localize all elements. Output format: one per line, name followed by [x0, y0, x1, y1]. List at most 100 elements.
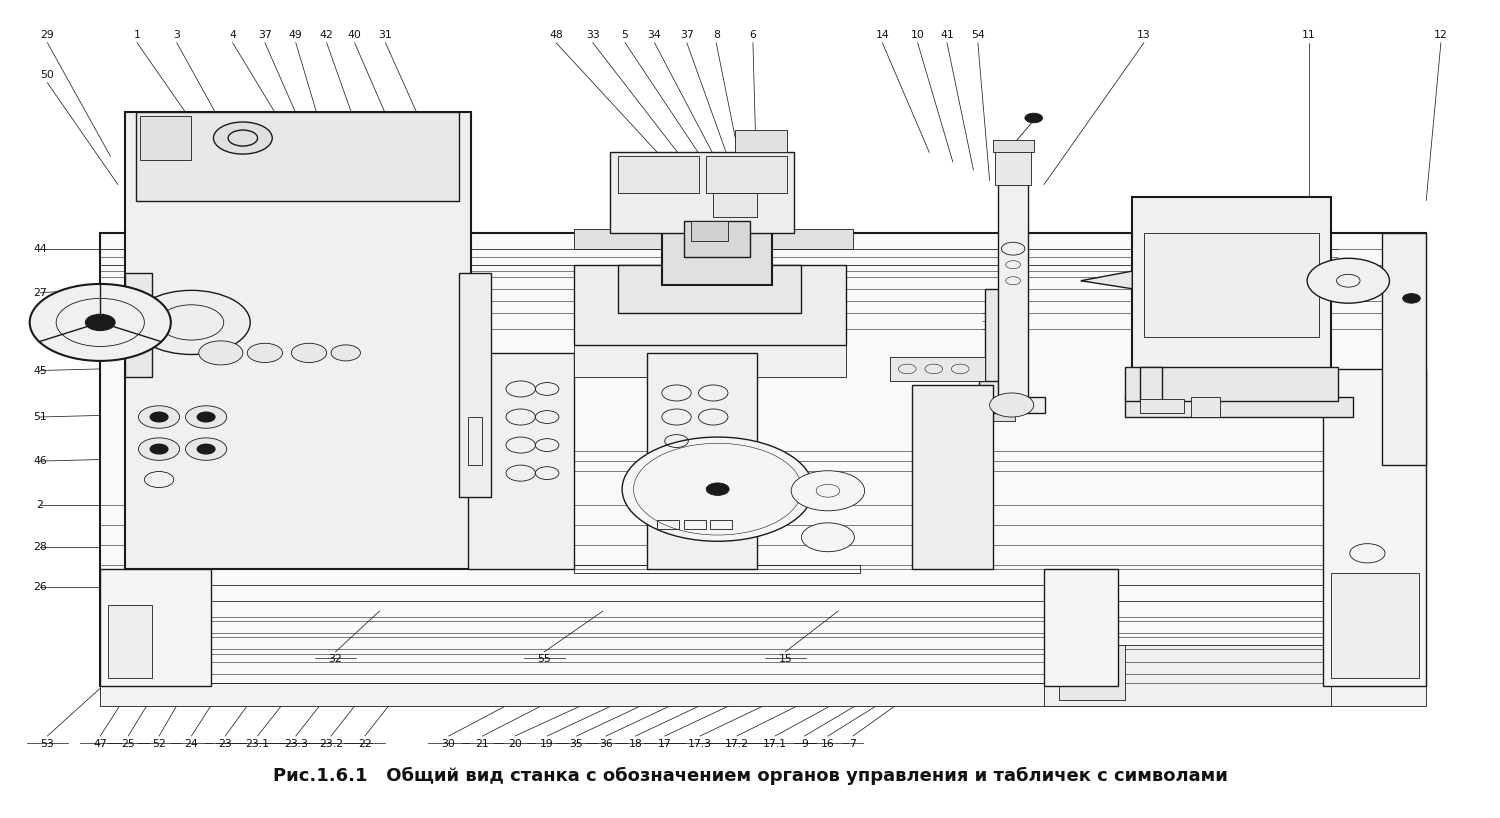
Text: 9: 9 [801, 739, 808, 749]
Circle shape [198, 412, 214, 422]
Text: 46: 46 [33, 456, 46, 466]
Text: 34: 34 [648, 30, 662, 40]
Bar [1140, 367, 1161, 401]
Text: 28: 28 [33, 542, 46, 552]
Text: 17.2: 17.2 [724, 739, 748, 749]
Circle shape [213, 122, 273, 154]
Bar [986, 289, 1004, 385]
Bar [662, 232, 772, 285]
Text: 3: 3 [174, 30, 180, 40]
Bar [124, 272, 152, 377]
Bar [1330, 573, 1419, 677]
Text: 21: 21 [476, 739, 489, 749]
Circle shape [801, 523, 855, 551]
Bar [1323, 369, 1426, 685]
Circle shape [86, 314, 116, 330]
Text: 10: 10 [910, 30, 924, 40]
Text: 54: 54 [970, 30, 984, 40]
Text: 13: 13 [1137, 30, 1150, 40]
Circle shape [186, 438, 226, 461]
Bar [135, 112, 459, 200]
Text: 32: 32 [328, 654, 342, 663]
Bar [735, 130, 786, 152]
Text: 27: 27 [33, 288, 46, 298]
Text: 11: 11 [1302, 30, 1316, 40]
Bar [1140, 398, 1184, 413]
Text: 44: 44 [33, 244, 46, 254]
Text: 41: 41 [940, 30, 954, 40]
Circle shape [622, 437, 813, 542]
Text: 24: 24 [184, 739, 198, 749]
Text: 19: 19 [540, 739, 554, 749]
Text: 33: 33 [586, 30, 600, 40]
Bar [711, 519, 732, 529]
Text: 8: 8 [712, 30, 720, 40]
Bar [714, 192, 758, 217]
Text: 17.1: 17.1 [764, 739, 788, 749]
Bar [657, 519, 680, 529]
Bar [1044, 645, 1330, 706]
Bar [996, 145, 1030, 185]
Text: 30: 30 [441, 739, 456, 749]
Text: 40: 40 [348, 30, 361, 40]
Text: 17: 17 [658, 739, 672, 749]
Bar [974, 405, 1014, 421]
Bar [573, 565, 861, 573]
Circle shape [790, 470, 864, 510]
Text: 14: 14 [876, 30, 890, 40]
Text: 25: 25 [122, 739, 135, 749]
Bar [573, 228, 854, 249]
Circle shape [291, 344, 327, 362]
Bar [1125, 367, 1338, 401]
Bar [1191, 397, 1221, 417]
Bar [684, 221, 750, 257]
Text: 31: 31 [378, 30, 393, 40]
Bar [610, 152, 794, 232]
Text: 12: 12 [1434, 30, 1448, 40]
Bar [978, 397, 1046, 413]
Circle shape [1402, 294, 1420, 303]
Circle shape [30, 284, 171, 361]
Bar [646, 353, 758, 569]
Bar [618, 156, 699, 192]
Bar [706, 156, 786, 192]
Bar [1382, 232, 1426, 465]
Bar [980, 381, 1008, 409]
Circle shape [186, 406, 226, 429]
Text: 18: 18 [628, 739, 642, 749]
Bar [1044, 569, 1118, 685]
Bar [459, 272, 492, 497]
Bar [573, 265, 846, 345]
Text: 43: 43 [33, 328, 46, 338]
Text: 36: 36 [598, 739, 613, 749]
Text: Рис.1.6.1   Общий вид станка с обозначением органов управления и табличек с симв: Рис.1.6.1 Общий вид станка с обозначение… [273, 767, 1227, 785]
Text: 29: 29 [40, 30, 54, 40]
Text: 53: 53 [40, 739, 54, 749]
Circle shape [198, 341, 243, 365]
Circle shape [248, 344, 282, 362]
Text: 7: 7 [849, 739, 856, 749]
Text: 17.3: 17.3 [688, 739, 712, 749]
Text: 42: 42 [320, 30, 333, 40]
Bar [1125, 397, 1353, 417]
Bar [890, 357, 986, 381]
Bar [1059, 645, 1125, 700]
Bar [468, 353, 573, 569]
Bar [100, 232, 1426, 685]
Bar [618, 265, 801, 312]
Bar [1144, 232, 1318, 337]
Text: 51: 51 [33, 412, 46, 422]
Text: 5: 5 [621, 30, 628, 40]
Text: 1: 1 [134, 30, 141, 40]
Polygon shape [1080, 271, 1132, 289]
Circle shape [332, 345, 360, 361]
Text: 52: 52 [152, 739, 166, 749]
Text: 23.2: 23.2 [320, 739, 344, 749]
Text: 35: 35 [570, 739, 584, 749]
Text: 55: 55 [537, 654, 550, 663]
Bar [573, 345, 846, 377]
Text: 49: 49 [290, 30, 303, 40]
Text: 37: 37 [258, 30, 272, 40]
Circle shape [150, 412, 168, 422]
Circle shape [138, 438, 180, 461]
